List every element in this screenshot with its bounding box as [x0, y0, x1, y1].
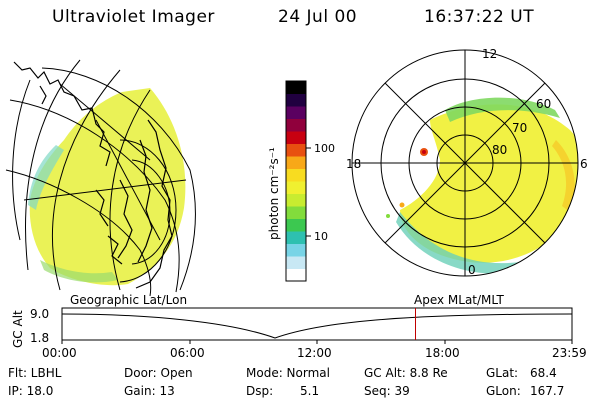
colorbar-cell [286, 231, 306, 244]
polar-auroral-emission [386, 97, 578, 274]
colorbar-cell [286, 118, 306, 132]
uvi-imagery: 100 10 photon cm⁻²s⁻¹ 12 18 6 0 [5, 47, 588, 297]
colorbar-unit-label: photon cm⁻²s⁻¹ [267, 147, 281, 240]
time-tick: 18:00 [425, 346, 460, 360]
colorbar-cell [286, 218, 306, 232]
colorbar-tick-100: 100 [314, 142, 335, 155]
mlat-label-60: 60 [536, 97, 551, 111]
time-tick: 06:00 [170, 346, 205, 360]
dsp-label: Dsp: [246, 384, 274, 398]
geographic-auroral-emission [29, 88, 186, 286]
colorbar-cell [286, 206, 306, 219]
mlt-label-18: 18 [346, 157, 361, 171]
colorbar-cell [286, 143, 306, 157]
colorbar-cell [286, 268, 306, 282]
door-status: Door: Open [124, 366, 193, 380]
seq-status: Seq: 39 [364, 384, 410, 398]
glon-label: GLon: [486, 384, 521, 398]
time-label: 16:37:22 UT [424, 7, 535, 27]
mlt-label-6: 6 [580, 157, 588, 171]
instrument-title: Ultraviolet Imager [52, 7, 215, 27]
geographic-panel-label: Geographic Lat/Lon [70, 293, 188, 307]
colorbar-cell [286, 243, 306, 257]
dsp-value: 5.1 [300, 384, 320, 398]
glat-label: GLat: [486, 366, 519, 380]
gain-status: Gain: 13 [124, 384, 175, 398]
filter-status: Flt: LBHL [8, 366, 62, 380]
polar-plot: 12 18 6 0 60 70 80 [346, 47, 588, 277]
apex-panel-label: Apex MLat/MLT [414, 293, 504, 307]
colorbar-cell [286, 256, 306, 269]
colorbar-cell [286, 106, 306, 119]
gc-alt-status: GC Alt: 8.8 Re [364, 366, 448, 380]
mlt-label-12: 12 [482, 47, 497, 61]
colorbar-cell [286, 168, 306, 182]
colorbar-cell [286, 193, 306, 207]
mode-status: Mode: Normal [246, 366, 330, 380]
colorbar-cells [286, 81, 306, 282]
colorbar: 100 10 photon cm⁻²s⁻¹ [267, 80, 335, 282]
glat-value: 68.4 [530, 366, 557, 380]
time-tick: 12:00 [297, 346, 332, 360]
date-label: 24 Jul 00 [278, 7, 358, 27]
altitude-tick-max: 9.0 [30, 307, 49, 321]
ip-status: IP: 18.0 [8, 384, 54, 398]
colorbar-cell [286, 93, 306, 107]
glon-value: 167.7 [530, 384, 565, 398]
colorbar-cell [286, 156, 306, 169]
altitude-plot-frame [61, 307, 573, 341]
colorbar-tick-10: 10 [314, 230, 328, 243]
altitude-plot: GC Alt 9.0 1.8 [11, 307, 573, 348]
colorbar-cell [286, 131, 306, 144]
altitude-tick-min: 1.8 [30, 331, 49, 345]
mlat-label-70: 70 [512, 121, 527, 135]
polar-grid [351, 49, 579, 277]
mlat-label-80: 80 [492, 143, 507, 157]
time-tick: 23:59 [552, 346, 587, 360]
coastlines [13, 61, 173, 289]
colorbar-cell [286, 181, 306, 194]
time-tick: 00:00 [42, 346, 77, 360]
altitude-axis-label: GC Alt [11, 310, 25, 348]
geographic-earth-view [5, 59, 196, 297]
colorbar-cell [286, 81, 306, 94]
altitude-curve [61, 313, 573, 339]
mlt-label-0: 0 [468, 263, 476, 277]
